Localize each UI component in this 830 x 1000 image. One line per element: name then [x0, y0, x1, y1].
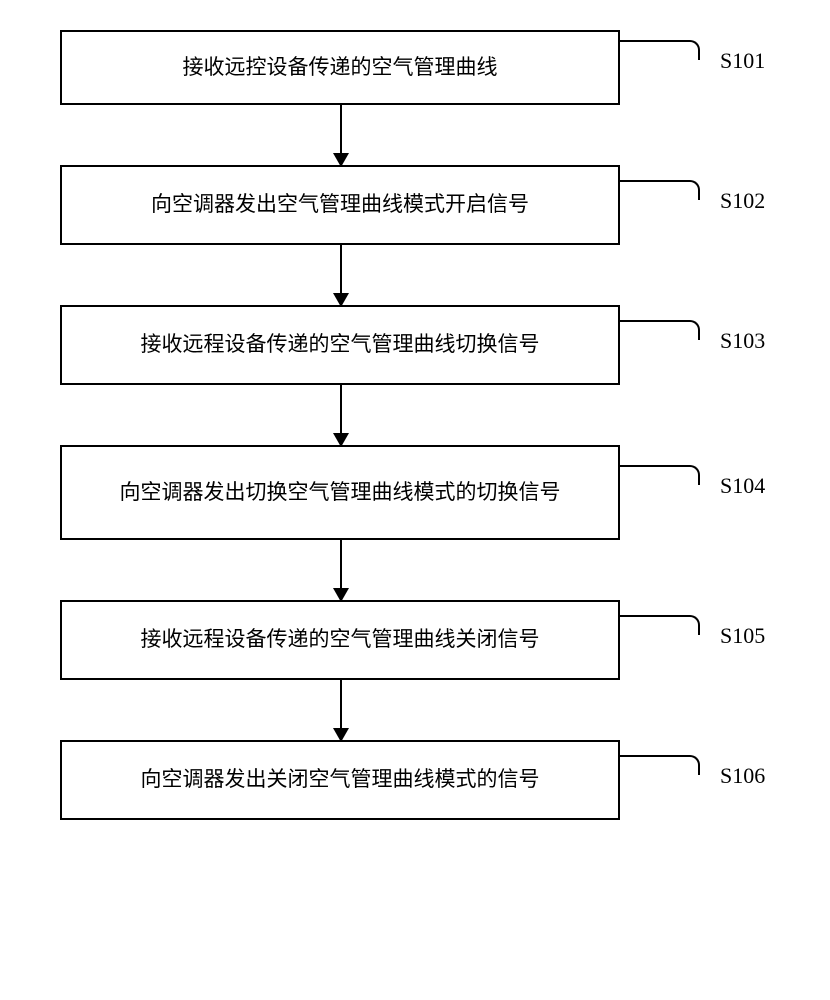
step-container-3: 接收远程设备传递的空气管理曲线切换信号 S103 [60, 305, 780, 385]
step-label-s101: S101 [720, 48, 765, 74]
step-box-s102: 向空调器发出空气管理曲线模式开启信号 [60, 165, 620, 245]
step-text: 向空调器发出关闭空气管理曲线模式的信号 [141, 764, 540, 796]
step-box-s104: 向空调器发出切换空气管理曲线模式的切换信号 [60, 445, 620, 540]
arrow-connector [340, 245, 342, 305]
arrow-connector [340, 385, 342, 445]
step-text: 向空调器发出空气管理曲线模式开启信号 [151, 189, 529, 221]
step-box-s101: 接收远控设备传递的空气管理曲线 [60, 30, 620, 105]
step-container-1: 接收远控设备传递的空气管理曲线 S101 [60, 30, 780, 105]
label-connector [620, 320, 700, 340]
label-connector [620, 615, 700, 635]
step-label-s106: S106 [720, 763, 765, 789]
step-box-s106: 向空调器发出关闭空气管理曲线模式的信号 [60, 740, 620, 820]
step-container-2: 向空调器发出空气管理曲线模式开启信号 S102 [60, 165, 780, 245]
arrow-connector [340, 105, 342, 165]
step-label-s102: S102 [720, 188, 765, 214]
arrow-connector [340, 540, 342, 600]
step-label-s103: S103 [720, 328, 765, 354]
step-text: 接收远控设备传递的空气管理曲线 [183, 52, 498, 84]
step-text: 接收远程设备传递的空气管理曲线关闭信号 [141, 624, 540, 656]
step-container-6: 向空调器发出关闭空气管理曲线模式的信号 S106 [60, 740, 780, 820]
flowchart-container: 接收远控设备传递的空气管理曲线 S101 向空调器发出空气管理曲线模式开启信号 … [60, 30, 780, 820]
step-box-s103: 接收远程设备传递的空气管理曲线切换信号 [60, 305, 620, 385]
step-text: 接收远程设备传递的空气管理曲线切换信号 [141, 329, 540, 361]
step-label-s104: S104 [720, 473, 765, 499]
step-container-5: 接收远程设备传递的空气管理曲线关闭信号 S105 [60, 600, 780, 680]
label-connector [620, 40, 700, 60]
step-box-s105: 接收远程设备传递的空气管理曲线关闭信号 [60, 600, 620, 680]
step-label-s105: S105 [720, 623, 765, 649]
step-container-4: 向空调器发出切换空气管理曲线模式的切换信号 S104 [60, 445, 780, 540]
arrow-connector [340, 680, 342, 740]
step-text: 向空调器发出切换空气管理曲线模式的切换信号 [120, 477, 561, 509]
label-connector [620, 465, 700, 485]
label-connector [620, 755, 700, 775]
label-connector [620, 180, 700, 200]
